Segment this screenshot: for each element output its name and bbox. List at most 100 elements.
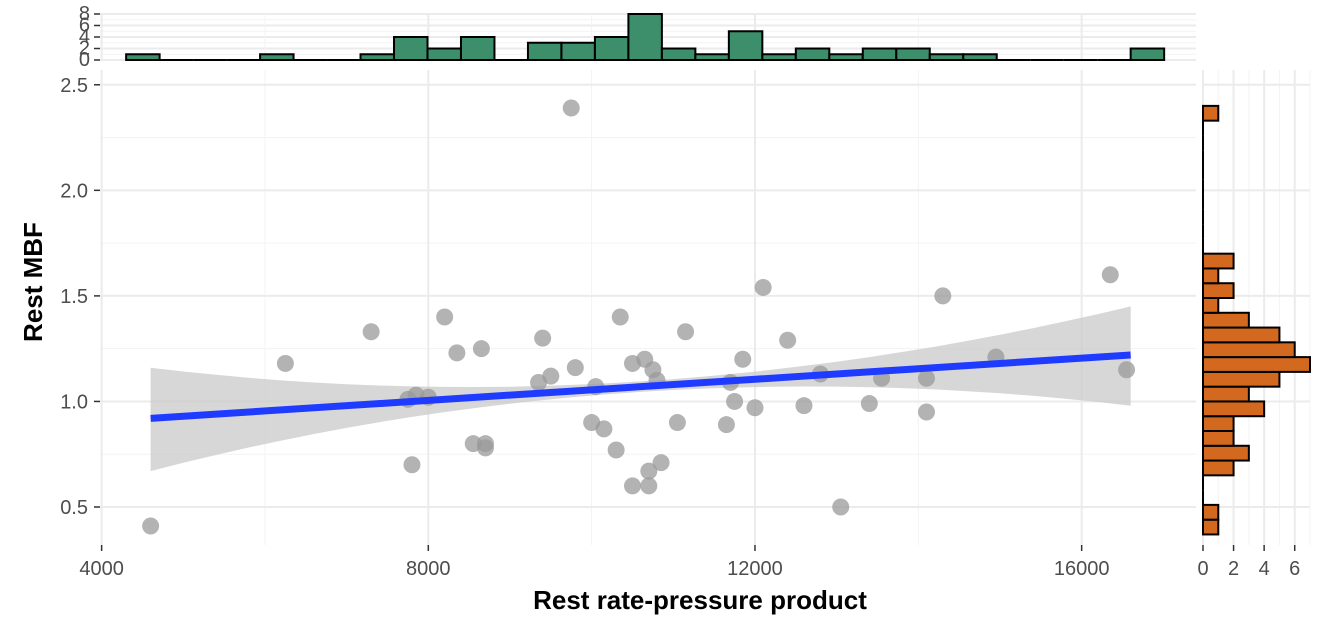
histogram-bar [1202, 415, 1235, 433]
top-hist-tick-label: 8 [79, 3, 90, 25]
data-points [142, 99, 1136, 535]
x-tick-label: 16000 [1054, 558, 1110, 580]
data-point [595, 420, 613, 438]
data-point [746, 399, 764, 417]
data-point [779, 331, 797, 349]
histogram-bar [1202, 518, 1220, 536]
data-point [436, 308, 454, 326]
histogram-bar [125, 53, 161, 61]
right-hist-tick-label: 4 [1259, 558, 1270, 580]
histogram-bar [526, 41, 563, 61]
histogram-bar [1202, 341, 1296, 359]
histogram-bar [1129, 47, 1166, 61]
data-point [726, 392, 744, 410]
data-point [472, 340, 490, 358]
data-point [534, 329, 552, 347]
data-point [668, 414, 686, 432]
histogram-bar [560, 41, 596, 61]
y-tick-label: 2.5 [60, 75, 88, 97]
histogram-bar [1202, 252, 1235, 270]
data-point [795, 397, 813, 415]
data-point [562, 99, 580, 117]
histogram-bar [861, 47, 898, 61]
data-point [717, 416, 735, 434]
data-point [917, 403, 935, 421]
right-hist-tick-label: 2 [1228, 558, 1239, 580]
data-point [1118, 361, 1136, 379]
histogram-bar [1202, 267, 1220, 285]
histogram-bar [1202, 503, 1220, 521]
histogram-bar [593, 36, 630, 61]
histogram-bar [727, 30, 764, 61]
data-point [860, 395, 878, 413]
histogram-bar [928, 53, 965, 61]
data-point [754, 278, 772, 296]
data-point [640, 477, 658, 495]
right-hist-bars [1202, 104, 1311, 536]
histogram-bar [761, 53, 797, 61]
data-point [566, 359, 584, 377]
histogram-bar [1202, 282, 1235, 300]
histogram-bar [1202, 297, 1220, 314]
histogram-bar [359, 53, 396, 61]
histogram-bar [694, 53, 730, 61]
data-point [640, 462, 658, 480]
data-point [362, 323, 380, 341]
data-point [934, 287, 952, 305]
top-hist-tick-label: 6 [79, 15, 90, 37]
y-tick-label: 1.0 [60, 391, 88, 413]
y-axis-ticks: 0.5 1.0 1.5 2.0 2.5 [60, 75, 100, 519]
histogram-bar [1202, 400, 1266, 418]
right-hist-tick-label: 0 [1197, 558, 1208, 580]
y-tick-label: 1.5 [60, 286, 88, 308]
x-tick-label: 8000 [406, 558, 451, 580]
regression-line [150, 351, 1131, 422]
x-axis-title: Rest rate-pressure product [533, 585, 867, 615]
top-hist-bars [125, 13, 1166, 61]
top-hist-tick-label: 4 [79, 26, 90, 48]
data-point [677, 323, 695, 341]
histogram-bar [259, 53, 295, 61]
histogram-bar [459, 36, 496, 61]
data-point [476, 439, 494, 457]
histogram-bar [962, 53, 998, 61]
data-point [542, 367, 560, 385]
data-point [607, 441, 625, 459]
data-point [276, 354, 294, 372]
data-point [832, 498, 850, 516]
x-tick-label: 4000 [79, 558, 124, 580]
data-point [142, 517, 160, 535]
data-point [1101, 266, 1119, 284]
y-axis-title: Rest MBF [18, 222, 48, 342]
histogram-bar [660, 47, 697, 61]
histogram-bar [1202, 104, 1220, 122]
data-point [448, 344, 466, 362]
histogram-bar [1202, 311, 1250, 329]
data-point [917, 369, 935, 387]
x-axis-ticks: 4000 8000 12000 16000 [79, 545, 1109, 580]
data-point [734, 350, 752, 368]
top-hist-tick-label: 0 [79, 49, 90, 71]
top-hist-tick-label: 2 [79, 38, 90, 60]
y-tick-label: 2.0 [60, 180, 88, 202]
histogram-bar [1202, 430, 1235, 447]
histogram-bar [393, 36, 429, 61]
data-point [403, 456, 421, 474]
data-point [623, 477, 641, 495]
histogram-bar [1202, 385, 1250, 403]
histogram-bar [426, 47, 462, 61]
histogram-bar [794, 47, 831, 61]
histogram-bar [895, 47, 931, 61]
regression-fit-line [150, 351, 1131, 422]
histogram-bar [1202, 370, 1281, 388]
main-scatter-panel: 4000 8000 12000 16000 0.5 1.0 1.5 2.0 2.5 [60, 70, 1196, 580]
right-hist-tick-label: 6 [1289, 558, 1300, 580]
histogram-bar [828, 53, 864, 61]
histogram-bar [627, 13, 663, 61]
histogram-bar [1202, 444, 1250, 462]
